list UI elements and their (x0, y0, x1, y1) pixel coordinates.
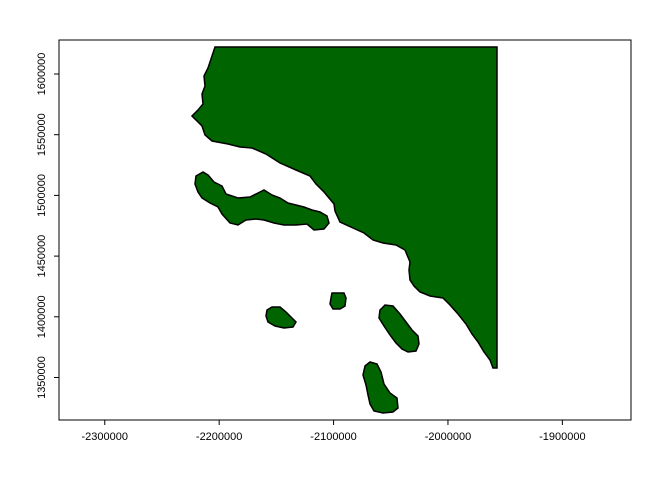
island-south-polygon (362, 361, 399, 414)
x-tick-label: -2100000 (310, 431, 357, 443)
x-tick-label: -2300000 (82, 431, 129, 443)
y-tick-label: 1400000 (36, 295, 48, 338)
plot-frame (58, 39, 632, 421)
y-axis: 1350000 1400000 1450000 1500000 1550000 16000… (36, 53, 59, 399)
y-tick-label: 1450000 (36, 235, 48, 278)
island-southeast-polygon (378, 304, 420, 353)
x-tick-label: -2200000 (196, 431, 243, 443)
island-centre-polygon (329, 292, 347, 310)
island-west-polygon (194, 171, 330, 231)
y-tick-label: 1550000 (36, 113, 48, 156)
x-tick-label: -1900000 (539, 431, 586, 443)
map-layer (190, 46, 498, 414)
y-tick-label: 1600000 (36, 53, 48, 96)
mainland-polygon (190, 46, 498, 369)
x-axis: -2300000 -2200000 -2100000 -2000000 -1900000 (82, 420, 586, 443)
island-southwest-polygon (265, 306, 297, 329)
y-tick-label: 1500000 (36, 174, 48, 217)
y-tick-label: 1350000 (36, 356, 48, 399)
x-tick-label: -2000000 (425, 431, 472, 443)
